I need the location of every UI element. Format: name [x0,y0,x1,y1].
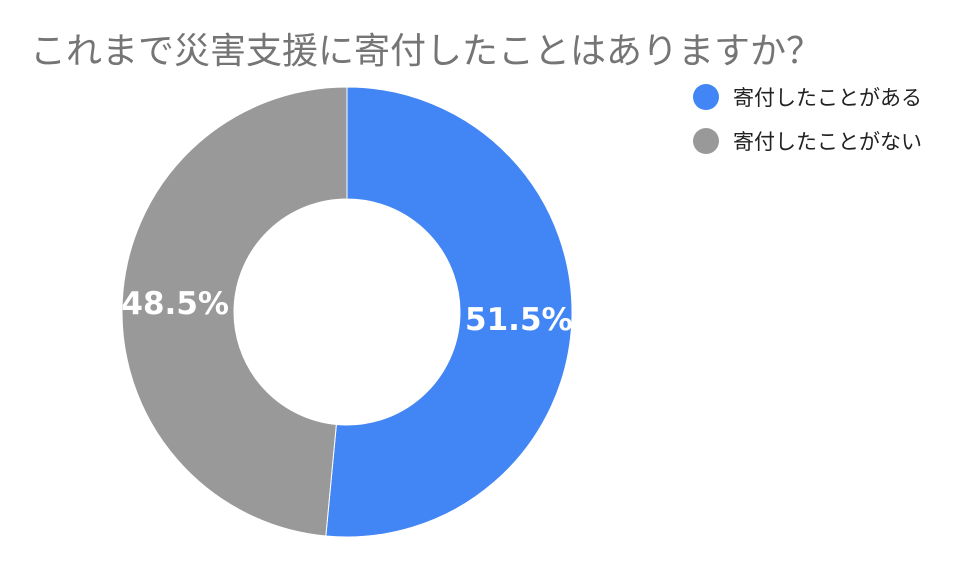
chart-legend: 寄付したことがある 寄付したことがない [693,82,922,170]
legend-item-not-donated: 寄付したことがない [693,126,922,156]
legend-label-not-donated: 寄付したことがない [733,130,922,154]
slice-label-donated: 51.5% [465,302,573,338]
donut-slice-not-donated [121,86,348,537]
legend-marker-not-donated [693,128,719,154]
legend-marker-donated [693,84,719,110]
donut-slice-donated [325,86,573,538]
legend-label-donated: 寄付したことがある [733,86,922,110]
chart-title: これまで災害支援に寄付したことはありますか？ [30,31,823,72]
legend-item-donated: 寄付したことがある [693,82,922,112]
slice-label-not-donated: 48.5% [121,286,229,322]
